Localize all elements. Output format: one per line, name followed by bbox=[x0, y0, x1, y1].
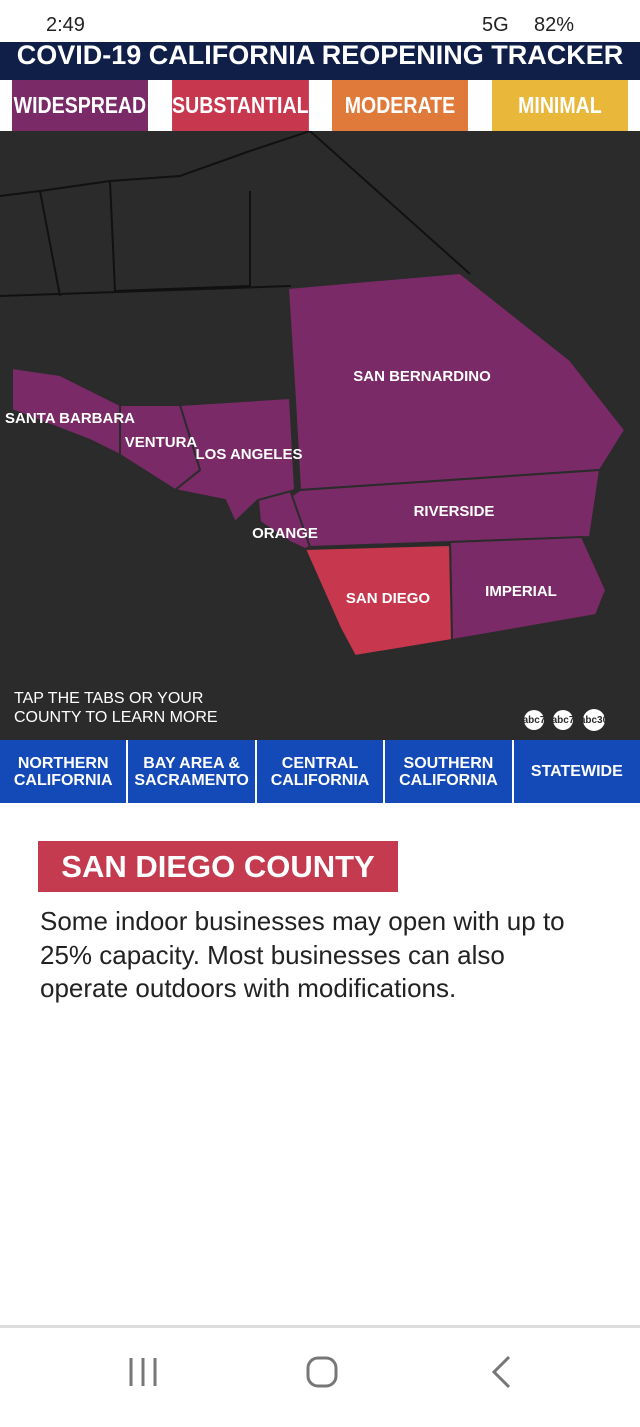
county-label: SANTA BARBARA bbox=[5, 410, 135, 427]
nav-bar bbox=[0, 1325, 640, 1425]
logo: abc30 bbox=[580, 715, 609, 726]
logo: abc7 bbox=[523, 715, 546, 726]
county[interactable] bbox=[303, 543, 454, 658]
region-tab[interactable]: CENTRAL CALIFORNIA bbox=[254, 740, 383, 803]
tier-tab[interactable]: SUBSTANTIAL bbox=[171, 80, 309, 131]
network: 5G bbox=[482, 14, 509, 36]
map-hint: TAP THE TABS OR YOUR COUNTY TO LEARN MOR… bbox=[14, 690, 218, 726]
region-tabs: NORTHERN CALIFORNIA BAY AREA & SACRAMENT… bbox=[0, 740, 640, 803]
county-label: SAN DIEGO bbox=[346, 590, 431, 607]
county-label: ORANGE bbox=[252, 525, 318, 542]
county-label: VENTURA bbox=[125, 434, 198, 451]
back-button[interactable] bbox=[491, 1355, 511, 1389]
region-tab[interactable]: STATEWIDE bbox=[511, 740, 640, 803]
tier-tab[interactable]: MINIMAL bbox=[492, 80, 629, 131]
county-label: LOS ANGELES bbox=[196, 446, 303, 463]
nav-icons bbox=[129, 1355, 511, 1389]
battery: 82% bbox=[534, 14, 575, 36]
tier-tab[interactable]: MODERATE bbox=[332, 80, 469, 131]
recents-button[interactable] bbox=[129, 1358, 157, 1386]
tier-tab[interactable]: WIDESPREAD bbox=[11, 80, 148, 131]
county-label: IMPERIAL bbox=[485, 583, 557, 600]
county-label: RIVERSIDE bbox=[414, 503, 495, 520]
county-description: Some indoor businesses may open with up … bbox=[40, 906, 565, 1003]
map: SAN BERNARDINO SANTA BARBARA VENTURA LOS… bbox=[0, 131, 640, 740]
time: 2:49 bbox=[46, 14, 85, 36]
county-label: SAN BERNARDINO bbox=[353, 368, 491, 385]
region-tab[interactable]: BAY AREA & SACRAMENTO bbox=[126, 740, 254, 803]
home-button[interactable] bbox=[306, 1356, 338, 1388]
region-tab[interactable]: SOUTHERN CALIFORNIA bbox=[383, 740, 511, 803]
tier-legend: WIDESPREAD SUBSTANTIAL MODERATE MINIMAL bbox=[0, 80, 640, 131]
county-title: SAN DIEGO COUNTY bbox=[38, 841, 398, 892]
county[interactable] bbox=[11, 366, 121, 457]
region-tab[interactable]: NORTHERN CALIFORNIA bbox=[13, 754, 113, 789]
county[interactable] bbox=[286, 271, 627, 492]
logo: abc7 bbox=[552, 715, 575, 726]
app-title: COVID-19 CALIFORNIA REOPENING TRACKER bbox=[0, 42, 640, 80]
status-bar: 2:49 5G 82% bbox=[0, 0, 640, 42]
